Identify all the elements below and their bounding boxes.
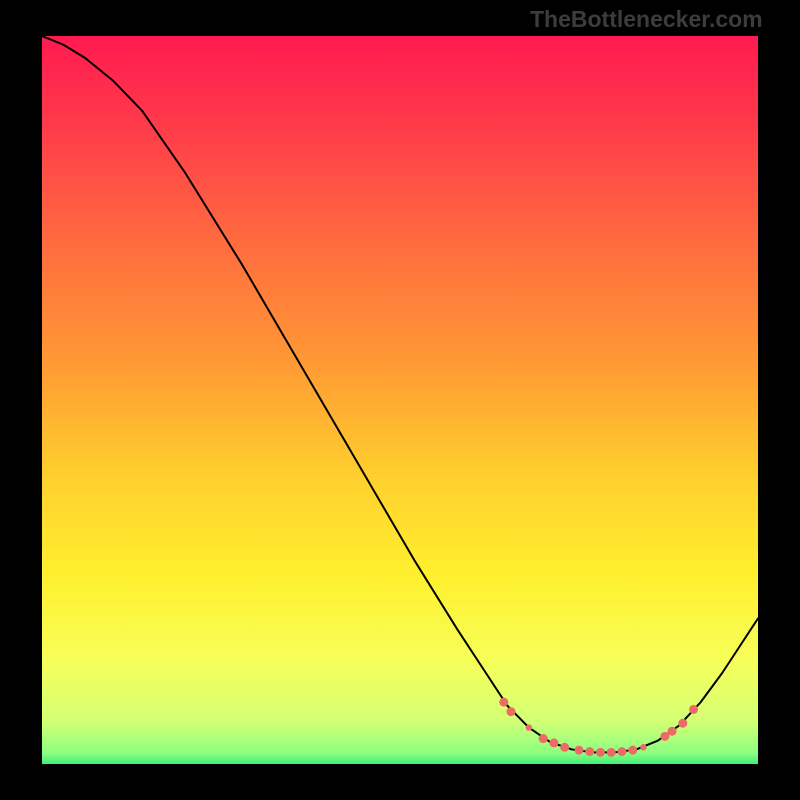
attribution-watermark: TheBottlenecker.com xyxy=(530,6,763,33)
curve-marker xyxy=(689,705,698,714)
curve-marker xyxy=(499,698,508,707)
curve-marker xyxy=(585,747,594,756)
curve-marker xyxy=(596,748,605,757)
plot-background xyxy=(42,36,758,764)
chart-stage: TheBottlenecker.com xyxy=(0,0,800,800)
curve-marker xyxy=(678,719,687,728)
curve-marker xyxy=(628,746,637,755)
curve-marker xyxy=(506,707,515,716)
curve-marker xyxy=(539,734,548,743)
curve-marker xyxy=(575,746,584,755)
curve-marker xyxy=(560,743,569,752)
curve-marker xyxy=(617,747,626,756)
curve-marker xyxy=(668,727,677,736)
curve-marker xyxy=(640,744,646,750)
curve-marker xyxy=(607,748,616,757)
bottleneck-curve-chart xyxy=(42,36,758,764)
curve-marker xyxy=(526,724,532,730)
curve-marker xyxy=(549,738,558,747)
